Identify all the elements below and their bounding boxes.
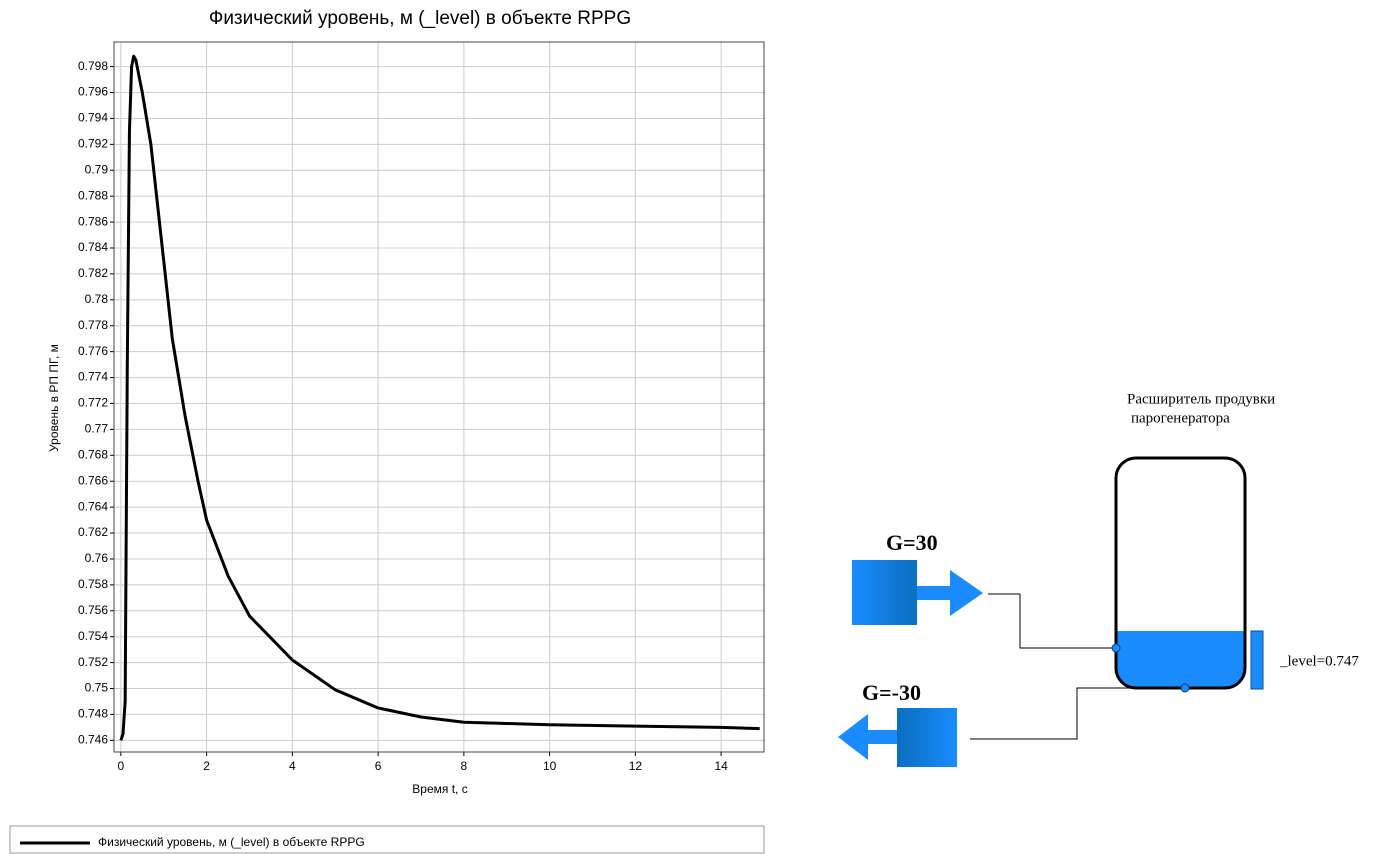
y-axis-label: Уровень в РП ПГ, м — [47, 344, 61, 452]
inlet-arrow — [917, 570, 983, 616]
plot: 0.746 0.748 0.75 0.752 0.754 0.756 0.758 0.76 0.… — [78, 41, 765, 773]
y-tick-label: 0.758 — [78, 577, 108, 591]
x-tick-label: 8 — [461, 759, 468, 773]
outlet-arrow — [838, 714, 897, 760]
y-tick-label: 0.772 — [78, 396, 108, 410]
level-label: _level=0.747 — [1279, 653, 1359, 669]
x-tick-label: 14 — [714, 759, 728, 773]
y-tick-label: 0.792 — [78, 137, 108, 151]
y-tick-label: 0.762 — [78, 525, 108, 539]
y-tick-label: 0.798 — [78, 59, 108, 73]
outlet-port — [1180, 683, 1190, 693]
diagram: Расширитель продувки парогенератора _lev… — [838, 391, 1359, 767]
legend-label: Физический уровень, м (_level) в объекте… — [98, 835, 365, 849]
y-tick-label: 0.76 — [85, 551, 109, 565]
y-tick-label: 0.754 — [78, 629, 108, 643]
y-tick-label: 0.764 — [78, 499, 108, 513]
y-tick-label: 0.776 — [78, 344, 108, 358]
y-tick-label: 0.778 — [78, 318, 108, 332]
y-tick-label: 0.77 — [85, 422, 109, 436]
y-tick-label: 0.794 — [78, 111, 108, 125]
y-tick-label: 0.784 — [78, 240, 108, 254]
y-tick-label: 0.774 — [78, 370, 108, 384]
y-tick-label: 0.782 — [78, 266, 108, 280]
inlet-pipe — [988, 593, 1116, 649]
y-tick-label: 0.78 — [85, 292, 109, 306]
x-tick-label: 2 — [203, 759, 210, 773]
water — [1116, 631, 1245, 688]
x-tick-label: 12 — [629, 759, 643, 773]
y-tick-label: 0.788 — [78, 188, 108, 202]
inlet-label: G=30 — [886, 530, 938, 555]
y-tick-label: 0.796 — [78, 85, 108, 99]
y-tick-label: 0.748 — [78, 707, 108, 721]
legend-box — [9, 825, 765, 854]
outlet-label: G=-30 — [862, 680, 921, 705]
outlet-block — [897, 708, 957, 767]
y-tick-label: 0.756 — [78, 603, 108, 617]
plot-area — [114, 42, 764, 752]
inlet-block — [852, 560, 917, 625]
data-line — [119, 54, 760, 741]
x-axis-label: Время t, с — [412, 782, 467, 796]
outlet-pipe — [970, 687, 1185, 740]
vessel-title: парогенератора — [1131, 410, 1230, 426]
y-tick-label: 0.75 — [85, 681, 109, 695]
y-tick-label: 0.79 — [85, 162, 109, 176]
plot-frame — [113, 41, 765, 753]
x-tick-label: 10 — [543, 759, 557, 773]
level-indicator — [1250, 630, 1264, 690]
inlet-port — [1111, 643, 1121, 653]
x-tick-label: 4 — [289, 759, 296, 773]
y-tick-label: 0.768 — [78, 447, 108, 461]
vessel-title: Расширитель продувки — [1127, 391, 1275, 407]
y-tick-label: 0.766 — [78, 473, 108, 487]
y-tick-label: 0.752 — [78, 655, 108, 669]
y-tick-label: 0.746 — [78, 733, 108, 747]
x-tick-label: 6 — [375, 759, 382, 773]
x-tick-label: 0 — [118, 759, 125, 773]
y-tick-label: 0.786 — [78, 214, 108, 228]
chart-title: Физический уровень, м (_level) в объекте… — [209, 8, 631, 29]
